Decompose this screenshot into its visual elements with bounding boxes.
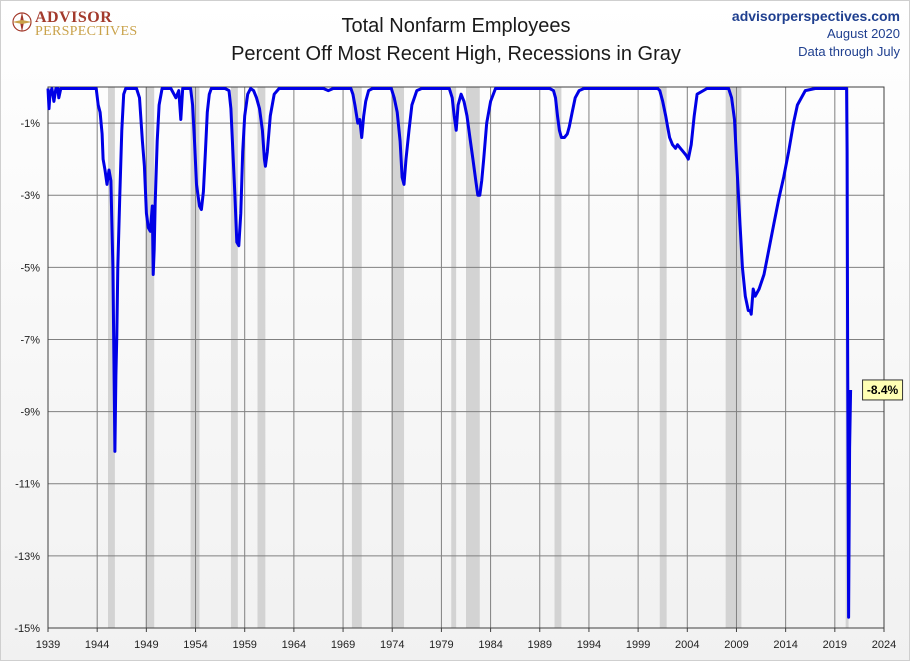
y-tick-label: -15% — [14, 623, 40, 635]
chart-subtitle: Percent Off Most Recent High, Recessions… — [231, 43, 681, 65]
x-tick-label: 1949 — [134, 639, 158, 651]
y-axis-ticks: -1% -3% -5% -7% -9% -11% -13% -15% — [14, 118, 40, 635]
x-tick-label: 1964 — [282, 639, 306, 651]
x-axis-ticks: 1939 1944 1949 1954 1959 1964 1969 1974 1979 1984… — [36, 628, 896, 651]
y-tick-label: -11% — [15, 479, 40, 491]
recession-band — [451, 87, 457, 628]
recession-band — [391, 87, 405, 628]
y-tick-label: -5% — [20, 262, 40, 274]
series-line — [46, 87, 853, 619]
x-tick-label: 1984 — [478, 639, 502, 651]
annotation-label: -8.4% — [867, 383, 899, 397]
latest-value-annotation: -8.4% — [862, 379, 904, 401]
x-tick-label: 1969 — [331, 639, 355, 651]
x-tick-label: 1974 — [380, 639, 404, 651]
x-tick-label: 1999 — [626, 639, 650, 651]
x-tick-label: 1994 — [577, 639, 601, 651]
publish-date: August 2020 — [826, 26, 900, 41]
recession-band — [554, 87, 562, 628]
x-tick-label: 1944 — [85, 639, 109, 651]
recession-band — [466, 87, 480, 628]
recession-band — [230, 87, 238, 628]
x-tick-label: 2019 — [823, 639, 847, 651]
data-through-note: Data through July — [798, 44, 900, 59]
y-tick-label: -3% — [20, 190, 40, 202]
x-tick-label: 2014 — [773, 639, 797, 651]
chart-title: Total Nonfarm Employees — [341, 15, 571, 37]
y-tick-label: -9% — [20, 407, 40, 419]
x-tick-label: 1959 — [232, 639, 256, 651]
recession-band — [725, 87, 742, 628]
x-tick-label: 2009 — [724, 639, 748, 651]
recession-band — [145, 87, 155, 628]
compass-rose-icon — [12, 12, 32, 32]
plot-frame — [47, 86, 885, 629]
logo-text-perspectives: PERSPECTIVES — [35, 24, 138, 39]
recession-band — [107, 87, 115, 628]
x-tick-label: 1939 — [36, 639, 60, 651]
source-website: advisorperspectives.com — [731, 8, 900, 24]
x-tick-label: 2004 — [675, 639, 699, 651]
x-tick-label: 1989 — [528, 639, 552, 651]
recession-band — [659, 87, 667, 628]
x-tick-label: 1954 — [183, 639, 207, 651]
y-tick-label: -7% — [20, 334, 40, 346]
recession-band — [257, 87, 266, 628]
annotation-box — [862, 379, 904, 401]
y-tick-label: -1% — [20, 118, 40, 130]
y-tick-label: -13% — [14, 551, 40, 563]
logo-text-advisor: ADVISOR — [35, 9, 113, 26]
x-tick-label: 1979 — [429, 639, 453, 651]
x-tick-label: 2024 — [872, 639, 896, 651]
recession-band — [351, 87, 362, 628]
